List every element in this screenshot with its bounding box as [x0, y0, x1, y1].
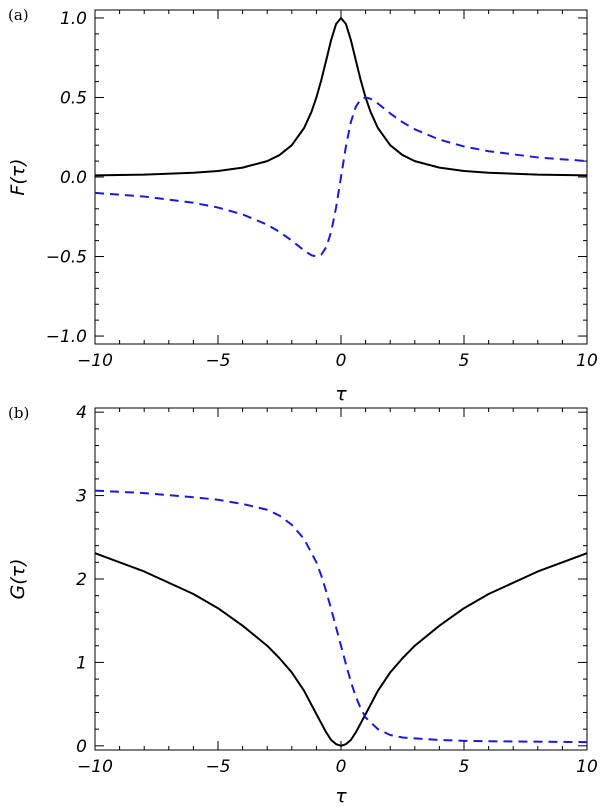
panel-a-ticks: [94, 10, 588, 344]
x-tick-label: −10: [77, 351, 113, 371]
y-tick-label: −1.0: [46, 327, 87, 347]
x-tick-label: −5: [205, 351, 230, 371]
y-tick-label: 1.0: [60, 9, 87, 29]
x-tick-label: 0: [336, 351, 347, 371]
panel-a-x-axis-title: τ: [335, 383, 347, 405]
y-tick-label: 0.0: [60, 168, 87, 188]
y-tick-label: 1: [76, 653, 87, 673]
x-tick-label: 5: [459, 757, 470, 777]
panel-b-frame: [94, 407, 588, 751]
y-tick-label: 2: [76, 570, 87, 590]
y-tick-label: 0.5: [60, 88, 87, 108]
dashed-series-line: [94, 96, 588, 258]
x-tick-label: −10: [77, 757, 113, 777]
dashed-series-line: [94, 489, 588, 744]
panel-b-ticks: [94, 408, 588, 750]
y-tick-label: 4: [76, 403, 87, 423]
x-tick-label: 10: [576, 351, 598, 371]
panel-b: (b) G(τ) τ −10 −5 0 5 10 0 1 2 3 4: [7, 403, 598, 807]
y-tick-label: −0.5: [46, 248, 87, 268]
x-tick-label: 10: [576, 757, 598, 777]
x-tick-label: 5: [459, 351, 470, 371]
panel-b-label: (b): [8, 404, 29, 422]
solid-series-line: [94, 552, 588, 747]
y-tick-label: 3: [76, 487, 87, 507]
panel-b-tick-labels: −10 −5 0 5 10 0 1 2 3 4: [76, 403, 598, 777]
x-tick-label: −5: [205, 757, 230, 777]
panel-a-y-axis-title: F(τ): [7, 158, 29, 195]
panel-a-tick-labels: −10 −5 0 5 10 −1.0 −0.5 0.0 0.5 1.0: [46, 9, 598, 371]
panel-a-series: [94, 16, 588, 258]
solid-series-line: [94, 16, 588, 177]
y-tick-label: 0: [76, 737, 87, 757]
panel-a-label: (a): [8, 6, 29, 24]
x-tick-label: 0: [336, 757, 347, 777]
panel-b-x-axis-title: τ: [335, 785, 347, 807]
panel-a: (a) F(τ) τ −10 −5 0 5 10 −1.0 −0.5 0.0 0.5 1.0: [7, 6, 598, 405]
panel-b-series: [94, 489, 588, 747]
panel-b-y-axis-title: G(τ): [7, 559, 29, 600]
